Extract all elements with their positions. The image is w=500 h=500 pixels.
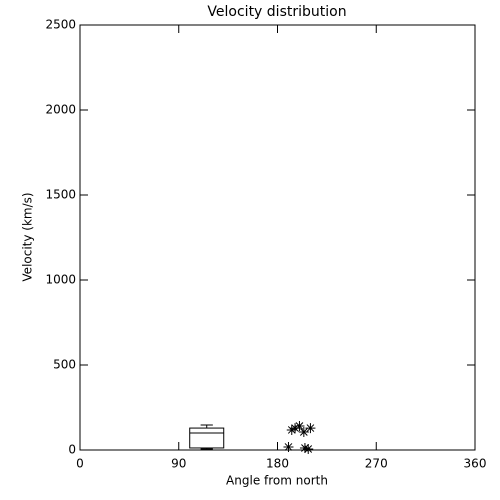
asterisk-point <box>303 443 314 454</box>
y-tick-label: 500 <box>53 358 76 372</box>
plot-frame <box>79 24 476 451</box>
y-tick-label: 2500 <box>45 18 76 32</box>
asterisk-point <box>290 423 301 434</box>
y-tick-label: 1000 <box>45 273 76 287</box>
asterisk-point <box>294 421 305 432</box>
y-tick-label: 2000 <box>45 103 76 117</box>
asterisk-point <box>299 442 310 453</box>
y-axis-label: Velocity (km/s) <box>21 192 35 281</box>
x-tick-label: 90 <box>171 457 186 471</box>
x-tick-label: 270 <box>365 457 388 471</box>
box-body <box>189 427 225 449</box>
x-tick-label: 0 <box>76 457 84 471</box>
asterisk-point <box>283 441 294 452</box>
x-tick-label: 360 <box>464 457 487 471</box>
asterisk-point <box>298 426 309 437</box>
asterisk-point <box>305 423 316 434</box>
chart-title: Velocity distribution <box>207 4 346 20</box>
asterisk-point <box>286 424 297 435</box>
y-tick-label: 0 <box>68 443 76 457</box>
y-tick-label: 1500 <box>45 188 76 202</box>
x-axis-label: Angle from north <box>226 474 328 488</box>
x-tick-label: 180 <box>266 457 289 471</box>
